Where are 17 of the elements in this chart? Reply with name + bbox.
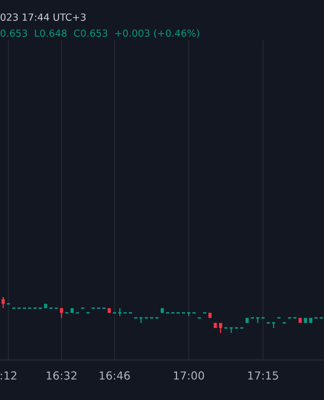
chart-title: 023 17:44 UTC+3 xyxy=(0,13,86,21)
chart-subtitle: 0.653 L0.648 C0.653 +0.003 (+0.46%) xyxy=(0,29,200,38)
candlestick xyxy=(298,317,302,324)
x-tick-label: 17:15 xyxy=(248,371,278,380)
candlestick xyxy=(70,308,74,314)
candlestick xyxy=(160,308,164,314)
candlestick xyxy=(214,322,217,329)
candlestick xyxy=(304,317,308,324)
x-tick-label: 16:32 xyxy=(46,371,76,380)
candlestick xyxy=(246,317,249,324)
candlestick xyxy=(108,308,111,314)
candlestick xyxy=(309,317,312,324)
candlestick xyxy=(208,312,212,318)
candlestick xyxy=(255,317,260,324)
x-tick-label: :12 xyxy=(0,371,16,380)
x-tick-label: 17:00 xyxy=(174,371,204,380)
x-tick-label: 16:46 xyxy=(100,371,130,380)
